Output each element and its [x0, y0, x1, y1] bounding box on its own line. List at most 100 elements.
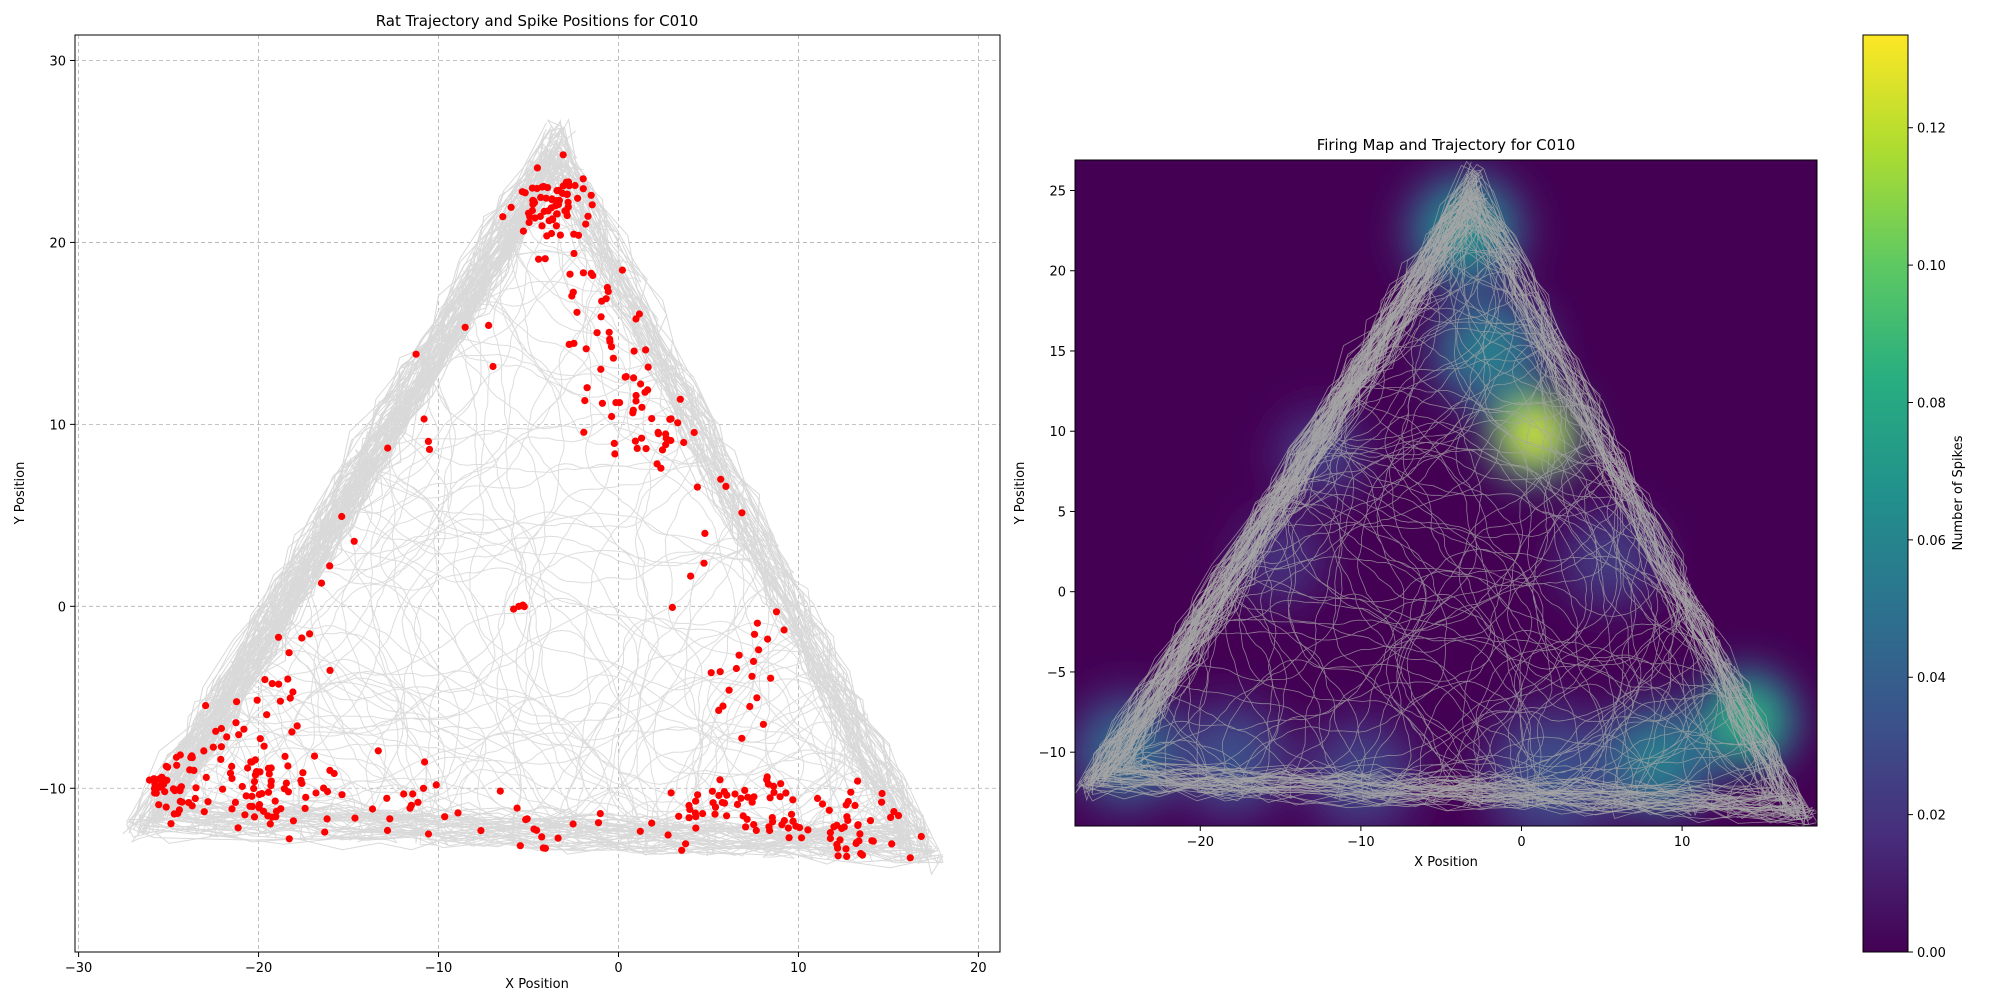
spike-point [432, 781, 440, 789]
spike-point [598, 297, 606, 305]
spike-point [699, 810, 707, 818]
trajectory-loop [1108, 202, 1786, 807]
spike-point [528, 184, 537, 192]
spike-point [644, 363, 652, 371]
spike-point [231, 798, 239, 807]
trajectory-loop [1103, 196, 1799, 809]
spike-point [735, 651, 743, 659]
spike-point [161, 788, 169, 796]
colorbar-ticks: 0.00 0.02 0.04 0.06 0.08 0.10 0.12 [1908, 122, 1946, 961]
tick-label: −20 [245, 961, 272, 976]
spike-point [680, 438, 688, 447]
spike-point [533, 164, 542, 172]
spike-point [212, 727, 220, 735]
spike-point [709, 799, 717, 807]
spike-point [566, 270, 574, 278]
spike-point [642, 445, 650, 453]
spike-point [605, 328, 613, 336]
spike-point [538, 833, 546, 841]
trajectory-loop [1083, 161, 1805, 822]
spike-point [594, 819, 603, 827]
spike-point [667, 415, 675, 423]
spike-point [542, 194, 550, 202]
spike-point [420, 415, 428, 423]
spike-point [538, 222, 546, 230]
heat-core [1471, 332, 1508, 370]
spike-point [326, 666, 334, 675]
spike-point [694, 791, 702, 799]
spike-point [425, 445, 434, 453]
spike-point [612, 399, 620, 407]
tick-label: −10 [1039, 746, 1066, 761]
spike-point [516, 842, 524, 850]
colorbar-gradient [1863, 35, 1908, 952]
spike-point [804, 826, 812, 834]
spike-point [167, 820, 175, 828]
spike-point [406, 804, 414, 812]
spike-point [636, 827, 644, 835]
spike-point [155, 801, 163, 809]
spike-point [596, 810, 604, 818]
trajectory-loop [1110, 204, 1776, 801]
spike-point [461, 323, 469, 331]
spike-point [374, 747, 382, 755]
spike-point [217, 743, 225, 751]
spike-point [766, 826, 774, 835]
tick-label: 0.02 [1917, 809, 1946, 824]
tick-label: −5 [1047, 666, 1066, 681]
spike-point [441, 813, 449, 821]
spike-point [424, 437, 432, 445]
spike-point [574, 194, 582, 202]
spike-point [419, 784, 428, 792]
spike-point [173, 761, 181, 769]
tick-label: 20 [49, 236, 66, 251]
spike-point [741, 786, 749, 795]
spike-point [917, 832, 925, 841]
left-x-ticks: −30 −20 −10 0 10 20 [65, 952, 987, 976]
trajectory-loop [1122, 216, 1767, 796]
spike-point [298, 634, 306, 642]
spike-point [202, 773, 210, 782]
spike-point [223, 733, 231, 741]
tick-label: 0.00 [1917, 946, 1946, 961]
tick-label: 20 [1049, 265, 1066, 280]
spike-point [609, 354, 618, 362]
spike-point [662, 430, 670, 438]
spike-point [200, 747, 208, 755]
right-x-ticks: −20 −10 0 10 [1187, 826, 1690, 850]
spike-point [285, 649, 293, 657]
spike-point [518, 188, 526, 196]
spike-point [544, 184, 552, 192]
spike-point [284, 675, 292, 683]
spike-point [906, 854, 914, 862]
spike-point [579, 269, 588, 277]
spike-point [145, 776, 154, 784]
spike-point [232, 719, 240, 727]
tick-label: 0.10 [1917, 259, 1946, 274]
spike-point [160, 780, 168, 788]
spike-point [288, 728, 296, 736]
spike-point [525, 209, 533, 217]
spike-point [838, 824, 846, 833]
spike-point [250, 813, 259, 821]
spike-point [554, 834, 562, 842]
tick-label: 0.08 [1917, 396, 1946, 411]
right-axes-frame [1074, 159, 1818, 827]
spike-point [280, 785, 288, 793]
trajectory-loop [1091, 171, 1810, 826]
spike-point [742, 823, 750, 831]
spike-point [638, 434, 646, 442]
tick-label: −30 [65, 961, 92, 976]
spike-point [238, 782, 246, 791]
spike-point [323, 788, 332, 796]
tick-label: 0 [1517, 835, 1525, 850]
spike-point [764, 780, 773, 788]
spike-point [507, 203, 515, 211]
spike-point [772, 608, 781, 616]
spike-point [523, 815, 531, 823]
spike-point [579, 185, 587, 193]
trajectory-loop [1098, 187, 1795, 814]
spike-point [219, 785, 227, 793]
spike-point [797, 834, 806, 842]
spike-point [286, 694, 294, 702]
